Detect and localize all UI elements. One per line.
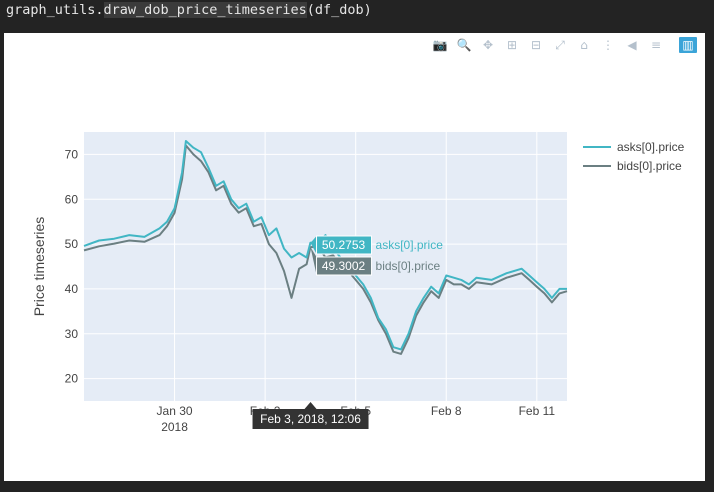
- pan-icon[interactable]: ✥: [482, 38, 494, 52]
- y-tick-label: 60: [65, 192, 79, 206]
- zoom-icon[interactable]: 🔍: [456, 38, 472, 52]
- hover-x-label: Feb 3, 2018, 12:06: [260, 412, 361, 426]
- series-line-bid: [83, 144, 568, 355]
- spike-lines-icon[interactable]: ⋮: [602, 38, 614, 52]
- y-tick-label: 30: [65, 327, 79, 341]
- y-tick-label: 50: [65, 237, 79, 251]
- hover-series-name: asks[0].price: [376, 238, 444, 252]
- legend-item: asks[0].price: [617, 140, 685, 154]
- hover-series-name: bids[0].price: [376, 259, 441, 273]
- hover-x-pointer: [304, 402, 317, 409]
- autoscale-icon[interactable]: ⤢: [555, 37, 565, 52]
- hover-value-box: [316, 235, 373, 255]
- code-cell-input[interactable]: graph_utils.draw_dob_price_timeseries(df…: [6, 2, 372, 18]
- home-icon[interactable]: ⌂: [580, 38, 588, 52]
- plotly-logo-icon[interactable]: ▥: [679, 37, 697, 53]
- hover-value: 50.2753: [322, 238, 366, 252]
- y-tick-label: 20: [65, 372, 79, 386]
- x-tick-label: Feb 8: [431, 404, 462, 418]
- y-tick-label: 40: [65, 282, 79, 296]
- camera-icon[interactable]: 📷: [432, 38, 448, 52]
- code-args: (df_dob): [306, 2, 372, 18]
- hover-value: 49.3002: [322, 259, 366, 273]
- y-tick-label: 70: [65, 147, 79, 161]
- hover-x-box: [252, 409, 369, 429]
- plotly-modebar: 📷 🔍 ✥ ⊞ ⊟ ⤢ ⌂ ⋮ ◀ ≡ ▥: [431, 37, 697, 53]
- x-tick-sublabel: 2018: [161, 420, 188, 434]
- code-prefix: graph_utils.: [6, 2, 104, 18]
- hover-compare-icon[interactable]: ≡: [650, 38, 662, 52]
- hover-closest-icon[interactable]: ◀: [627, 38, 637, 52]
- x-tick-label: Jan 30: [157, 404, 193, 418]
- zoom-in-icon[interactable]: ⊞: [506, 38, 518, 52]
- hover-pointer: [310, 247, 317, 275]
- hover-pointer: [310, 236, 317, 254]
- x-tick-label: Feb 11: [519, 404, 556, 418]
- zoom-out-icon[interactable]: ⊟: [530, 38, 542, 52]
- y-axis-title: Price timeseries: [31, 217, 47, 317]
- hover-value-box: [316, 256, 373, 276]
- code-function-name: draw_dob_price_timeseries: [103, 2, 307, 18]
- legend-item: bids[0].price: [617, 159, 682, 173]
